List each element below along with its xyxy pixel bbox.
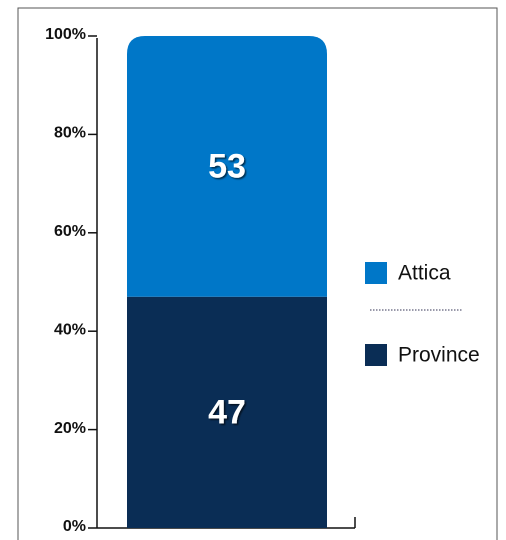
y-tick-label: 100% — [45, 26, 86, 43]
legend-label: Attica — [398, 262, 451, 285]
bar-segment — [127, 296, 327, 528]
frame — [17, 7, 498, 540]
legend-label: Province — [398, 344, 480, 367]
value-label: 53 — [208, 147, 246, 185]
y-tick-label: 0% — [63, 518, 86, 535]
value-label: 47 — [208, 393, 246, 431]
y-tick-label: 20% — [54, 420, 86, 437]
legend-swatch — [365, 344, 387, 366]
y-tick-label: 80% — [54, 125, 86, 142]
y-tick-label: 60% — [54, 223, 86, 240]
bar-segment — [127, 36, 327, 297]
legend-swatch — [365, 262, 387, 284]
y-tick-label: 40% — [54, 321, 86, 338]
